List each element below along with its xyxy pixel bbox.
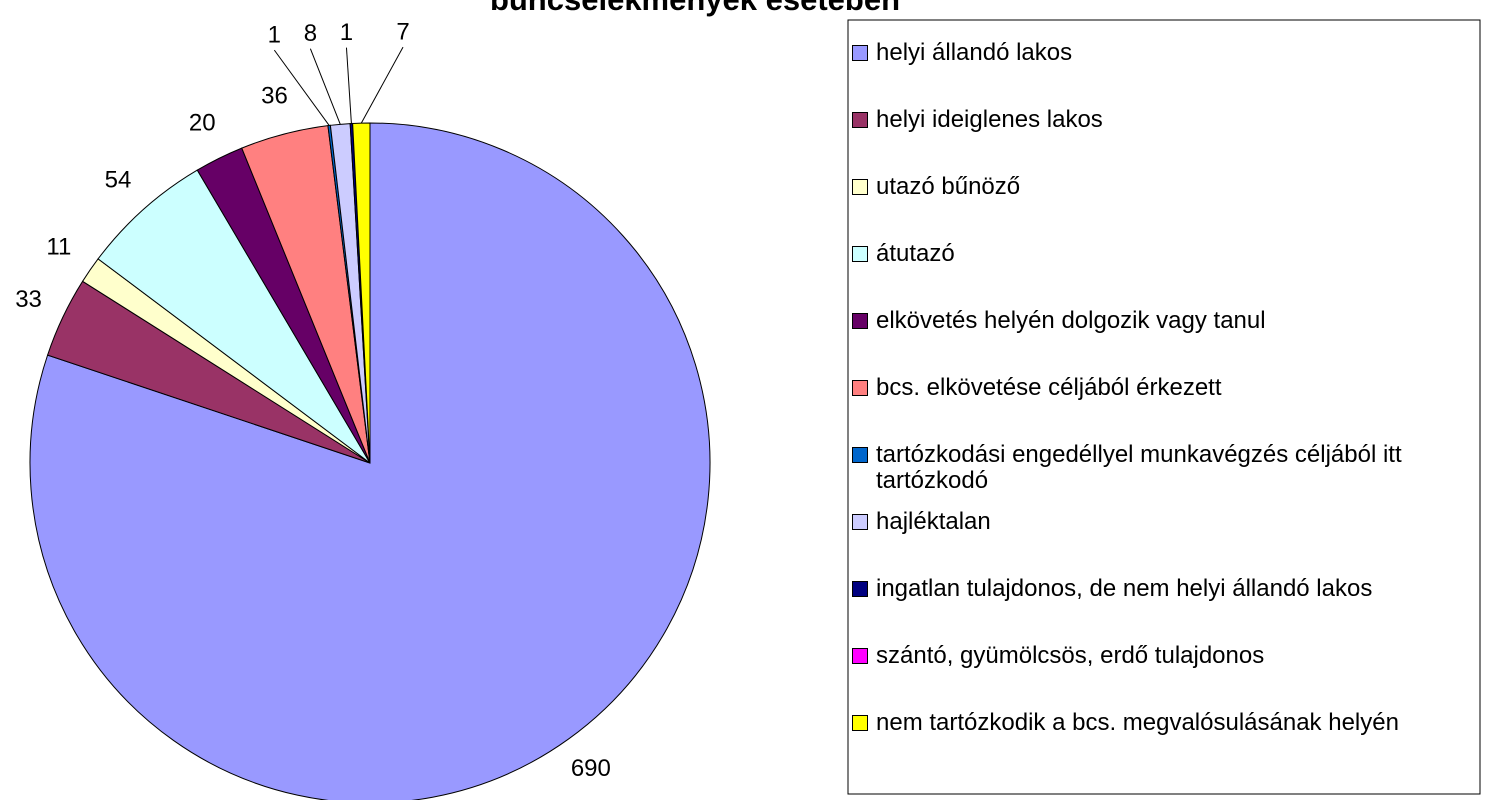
data-label: 690 <box>571 755 611 782</box>
legend-label: hajléktalan <box>876 508 991 535</box>
legend-box <box>847 19 1481 795</box>
data-label: 1 <box>268 21 281 48</box>
leader-line <box>360 46 404 124</box>
legend-swatch <box>852 715 868 731</box>
data-label: 1 <box>340 19 353 46</box>
legend-swatch <box>852 45 868 61</box>
pie-slice <box>97 169 371 464</box>
data-label: 20 <box>189 110 216 137</box>
legend-swatch <box>852 246 868 262</box>
legend-swatch <box>852 447 868 463</box>
data-label: 33 <box>15 286 42 313</box>
data-label: 7 <box>396 18 409 45</box>
legend-label: átutazó <box>876 240 955 267</box>
legend-entry: ingatlan tulajdonos, de nem helyi álland… <box>852 575 1466 602</box>
legend-entry: szántó, gyümölcsös, erdő tulajdonos <box>852 642 1466 669</box>
legend-entry: helyi állandó lakos <box>852 39 1466 66</box>
pie-slice <box>352 122 371 464</box>
legend-entry: hajléktalan <box>852 508 1466 535</box>
legend-entry: bcs. elkövetése céljából érkezett <box>852 374 1466 401</box>
legend-entry: utazó bűnöző <box>852 173 1466 200</box>
legend-label: elkövetés helyén dolgozik vagy tanul <box>876 307 1266 334</box>
legend-label: helyi állandó lakos <box>876 39 1073 66</box>
chart-title: bűncselekmények esetében <box>490 0 900 17</box>
legend-entry: helyi ideiglenes lakos <box>852 106 1466 133</box>
legend-label: tartózkodási engedéllyel munkavégzés cél… <box>876 441 1402 494</box>
legend-swatch <box>852 112 868 128</box>
legend-swatch <box>852 313 868 329</box>
legend-label: ingatlan tulajdonos, de nem helyi álland… <box>876 575 1373 602</box>
data-label: 11 <box>46 234 71 261</box>
legend-swatch <box>852 179 868 195</box>
leader-line <box>309 48 341 125</box>
legend-swatch <box>852 581 868 597</box>
leader-line <box>273 49 330 126</box>
legend-label: szántó, gyümölcsös, erdő tulajdonos <box>876 642 1265 669</box>
legend-swatch <box>852 514 868 530</box>
legend-label: utazó bűnöző <box>876 173 1021 200</box>
legend-entry: tartózkodási engedéllyel munkavégzés cél… <box>852 441 1466 494</box>
legend-swatch <box>852 648 868 664</box>
legend-entry: átutazó <box>852 240 1466 267</box>
leader-line <box>345 47 352 124</box>
legend-entry: nem tartózkodik a bcs. megvalósulásának … <box>852 709 1466 736</box>
data-label: 54 <box>105 167 132 194</box>
legend-label: bcs. elkövetése céljából érkezett <box>876 374 1222 401</box>
legend-label: nem tartózkodik a bcs. megvalósulásának … <box>876 709 1399 736</box>
data-label: 8 <box>304 20 317 47</box>
data-label: 36 <box>261 83 288 110</box>
legend-entry: elkövetés helyén dolgozik vagy tanul <box>852 307 1466 334</box>
legend-label: helyi ideiglenes lakos <box>876 106 1103 133</box>
legend-swatch <box>852 380 868 396</box>
